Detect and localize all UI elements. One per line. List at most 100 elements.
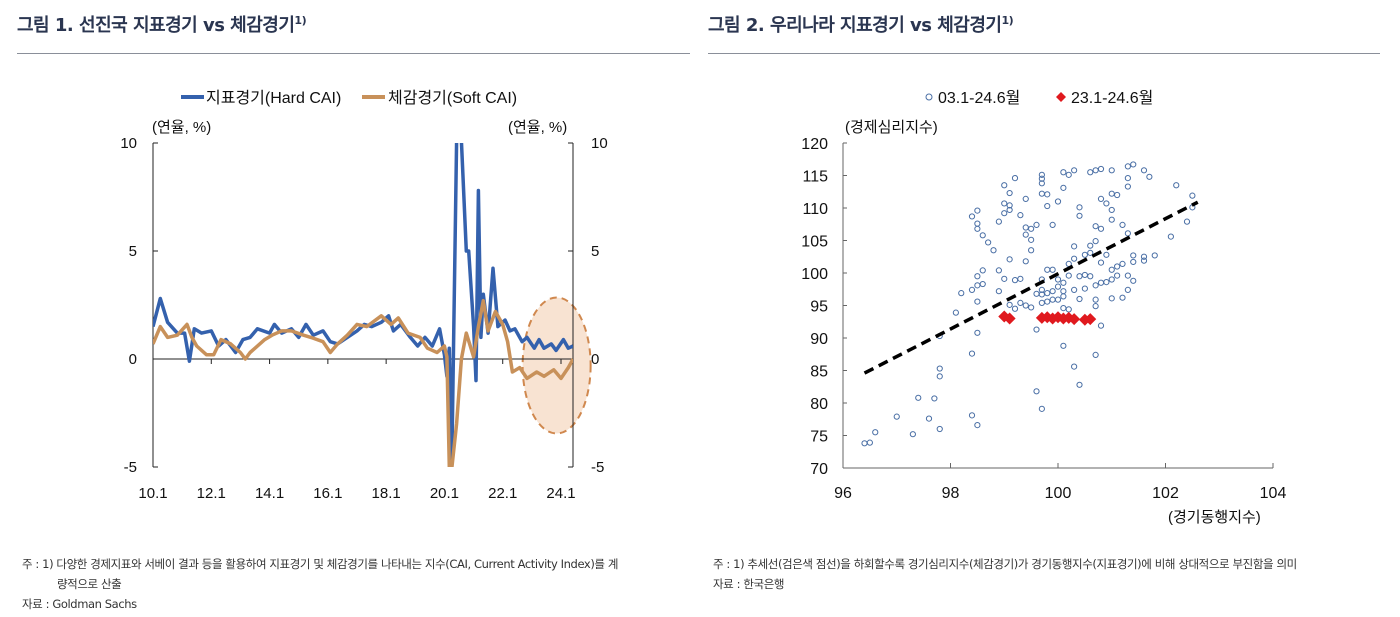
scatter-point xyxy=(968,350,976,357)
scatter-point xyxy=(1087,249,1094,256)
scatter-point xyxy=(1060,293,1067,300)
right-axis-unit-label: (연율, %) xyxy=(508,119,567,136)
scatter-point xyxy=(872,429,879,436)
scatter-point xyxy=(1044,290,1051,297)
charts-svg: 지표경기(Hard CAI) 체감경기(Soft CAI) (연율, %) (연… xyxy=(120,89,1286,526)
scatter-point xyxy=(1033,326,1040,333)
scatter-point xyxy=(1087,273,1094,280)
scatter-point xyxy=(1087,242,1094,249)
scatter-point xyxy=(1049,296,1056,303)
scatter-point xyxy=(931,395,938,402)
scatter-point xyxy=(1108,266,1115,273)
figure1-rule xyxy=(17,53,690,54)
x-tick-label: 14.1 xyxy=(255,485,284,502)
scatter-point xyxy=(1071,243,1078,250)
figure1-note: 주 : 1) 다양한 경제지표와 서베이 결과 등을 활용하여 지표경기 및 체… xyxy=(22,557,619,571)
scatter-point xyxy=(979,267,986,274)
x-tick-label: 98 xyxy=(942,485,960,502)
scatter-point xyxy=(1028,304,1035,311)
scatter-point xyxy=(1081,251,1088,258)
scatter-point xyxy=(1097,195,1105,202)
scatter-point xyxy=(1022,258,1029,265)
scatter-point xyxy=(1108,216,1115,223)
scatter-point xyxy=(1054,276,1062,283)
scatter-point xyxy=(1124,183,1131,190)
scatter-point xyxy=(1124,175,1131,182)
scatter-point xyxy=(1119,294,1126,301)
scatter-point xyxy=(936,365,943,372)
figure1-title: 그림 1. 선진국 지표경기 vs 체감경기1) xyxy=(17,14,307,38)
scatter-point xyxy=(1076,204,1083,211)
scatter-point xyxy=(1038,180,1045,187)
right-y-tick-label: -5 xyxy=(591,459,604,476)
scatter-point xyxy=(1001,275,1008,282)
scatter-point xyxy=(1044,202,1051,210)
x-tick-label: 96 xyxy=(834,485,852,502)
scatter-point xyxy=(1006,301,1013,308)
scatter-point xyxy=(1038,175,1045,182)
scatter-point xyxy=(909,431,916,438)
scatter-point xyxy=(1022,195,1029,202)
scatter-point xyxy=(995,267,1002,274)
scatter-point xyxy=(1092,303,1099,310)
scatter-point xyxy=(1065,272,1072,279)
scatter-point xyxy=(979,280,986,288)
scatter-point xyxy=(1006,202,1013,209)
scatter-point xyxy=(974,273,981,280)
scatter-point xyxy=(1097,322,1105,329)
trend-line xyxy=(863,200,1199,375)
x-tick-label: 102 xyxy=(1152,485,1179,502)
scatter-point xyxy=(1028,225,1035,232)
scatter-point xyxy=(1071,167,1078,174)
scatter-point xyxy=(1049,266,1056,273)
legend-soft-cai-label: 체감경기(Soft CAI) xyxy=(388,89,517,107)
scatter-point xyxy=(968,286,976,293)
scatter-point xyxy=(974,207,981,214)
right-y-tick-label: 0 xyxy=(591,351,599,368)
scatter-point xyxy=(1124,272,1131,279)
scatter-point xyxy=(1124,286,1131,293)
scatter-point xyxy=(985,239,992,246)
legend-circle-marker xyxy=(925,93,933,101)
recent-diamond-point xyxy=(1084,313,1097,326)
scatter-point xyxy=(1071,255,1078,262)
y-tick-label: 110 xyxy=(802,201,828,218)
scatter-point xyxy=(1108,295,1115,302)
scatter-point xyxy=(936,373,943,380)
scatter-point xyxy=(1108,190,1115,197)
y-tick-label: 115 xyxy=(802,169,828,186)
scatter-point xyxy=(1124,230,1131,237)
scatter-point xyxy=(1001,182,1008,189)
y-tick-label: 105 xyxy=(801,234,828,251)
scatter-point xyxy=(1183,218,1191,225)
scatter-point xyxy=(866,439,873,446)
scatter-point xyxy=(1060,342,1067,349)
scatter-point xyxy=(1092,238,1099,245)
y-tick-label: 100 xyxy=(801,266,828,283)
scatter-point xyxy=(974,329,981,336)
scatter-point xyxy=(1092,282,1099,289)
scatter-point xyxy=(995,218,1002,225)
scatter-point xyxy=(1028,247,1035,254)
y-axis-label: (경제심리지수) xyxy=(845,119,938,136)
scatter-point xyxy=(1065,306,1072,313)
y-tick-label: 90 xyxy=(810,331,828,348)
scatter-point xyxy=(1038,171,1045,178)
scatter-point xyxy=(1011,305,1019,312)
scatter-point xyxy=(1092,167,1099,174)
scatter-point xyxy=(1049,288,1056,295)
scatter-point xyxy=(1130,252,1137,259)
x-tick-label: 22.1 xyxy=(488,485,517,502)
scatter-point xyxy=(1011,175,1019,182)
scatter-point xyxy=(1022,231,1029,238)
scatter-point xyxy=(1097,165,1105,173)
scatter-point xyxy=(979,232,986,239)
left-y-tick-label: 0 xyxy=(129,351,137,368)
scatter-point xyxy=(1097,225,1105,232)
scatter-point xyxy=(1167,233,1174,240)
scatter-point xyxy=(1119,221,1126,228)
scatter-point xyxy=(1097,259,1105,266)
right-y-tick-label: 10 xyxy=(591,135,608,152)
scatter-point xyxy=(1076,381,1083,388)
scatter-point xyxy=(1081,271,1088,279)
